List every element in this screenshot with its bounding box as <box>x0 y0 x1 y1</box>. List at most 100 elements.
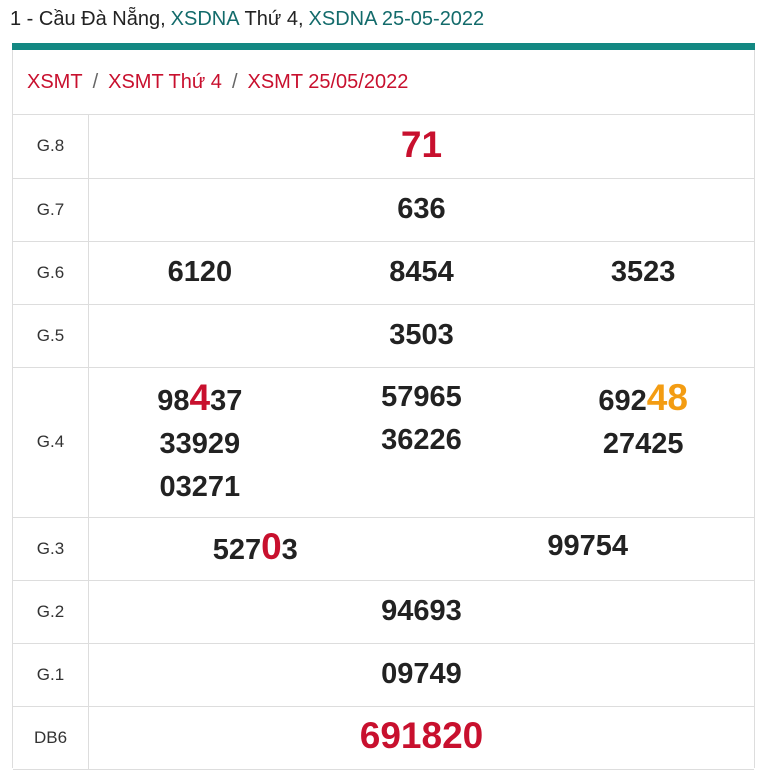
prize-row: G.8 71 <box>13 115 754 179</box>
number-cell: 3523 <box>532 251 754 294</box>
lottery-number: 3523 <box>532 251 754 294</box>
number-cell: 71 <box>89 123 754 170</box>
results-table: G.8 71 G.7 636 G.6 6120 8454 3523 G.5 3503 G.4 9843… <box>13 115 754 770</box>
breadcrumb-separator: / <box>92 70 99 93</box>
breadcrumb: XSMT / XSMT Thứ 4 / XSMT 25/05/2022 <box>13 50 754 115</box>
number-cells: 52703 99754 <box>89 525 754 572</box>
prize-numbers: 94693 <box>88 580 754 644</box>
prize-label: DB6 <box>13 706 89 770</box>
prize-row: G.7 636 <box>13 178 754 242</box>
breadcrumb-link[interactable]: XSMT Thứ 4 <box>108 70 222 93</box>
number-cell: 99754 <box>422 525 755 572</box>
prize-label: G.8 <box>13 115 89 179</box>
digits: 3523 <box>610 256 676 288</box>
prize-numbers: 71 <box>88 115 754 179</box>
lottery-number: 52703 <box>89 525 422 572</box>
lottery-number: 6120 <box>89 251 311 294</box>
lottery-number: 71 <box>89 123 754 170</box>
number-cells: 98437 33929 03271 57965 36226 69248 27425 <box>89 376 754 509</box>
breadcrumb-link[interactable]: XSMT 25/05/2022 <box>247 70 409 93</box>
breadcrumb-link[interactable]: XSMT <box>27 70 83 93</box>
prize-row: G.6 6120 8454 3523 <box>13 241 754 305</box>
lottery-number: 57965 <box>311 376 533 419</box>
digits: 94693 <box>381 595 462 627</box>
prize-label: G.2 <box>13 580 89 644</box>
prize-label: G.3 <box>13 517 89 581</box>
digits: 527 <box>212 534 262 566</box>
digits: 27425 <box>602 427 684 460</box>
number-cells: 691820 <box>89 714 754 761</box>
title-text: Thứ 4, <box>244 8 304 30</box>
number-cells: 6120 8454 3523 <box>89 251 754 294</box>
prize-numbers: 636 <box>88 178 754 242</box>
digits: 3503 <box>389 319 454 351</box>
results-box: XSMT / XSMT Thứ 4 / XSMT 25/05/2022 G.8 71 G.7… <box>12 50 755 770</box>
prize-label: G.6 <box>13 241 89 305</box>
number-cell: 636 <box>89 188 754 231</box>
prize-numbers: 3503 <box>88 304 754 368</box>
number-cell: 8454 <box>311 251 533 294</box>
digits: 3 <box>281 534 298 566</box>
number-cell: 691820 <box>89 714 754 761</box>
lottery-number: 94693 <box>89 590 754 633</box>
lottery-number: 27425 <box>532 423 754 466</box>
digits: 36226 <box>381 423 462 456</box>
number-cells: 71 <box>89 123 754 170</box>
number-cells: 09749 <box>89 653 754 696</box>
prize-label: G.4 <box>13 367 89 518</box>
title-link[interactable]: XSDNA 25-05-2022 <box>308 8 485 30</box>
prize-numbers: 09749 <box>88 643 754 707</box>
digits: 692 <box>598 384 647 417</box>
number-cells: 3503 <box>89 314 754 357</box>
highlight-digits: 691820 <box>359 715 484 756</box>
prize-numbers: 691820 <box>88 706 754 770</box>
prize-row: G.5 3503 <box>13 304 754 368</box>
lottery-number: 09749 <box>89 653 754 696</box>
prize-numbers: 52703 99754 <box>88 517 754 581</box>
digits: 37 <box>210 384 243 417</box>
prize-row: G.3 52703 99754 <box>13 517 754 581</box>
lottery-number: 636 <box>89 188 754 231</box>
number-cell: 98437 33929 03271 <box>89 376 311 509</box>
title-text: 1 - Cầu Đà Nẵng, <box>10 8 166 30</box>
highlight-digits: 71 <box>400 123 443 165</box>
lottery-number: 99754 <box>422 525 755 568</box>
digits: 03271 <box>159 470 241 503</box>
highlight-digits: 4 <box>189 376 211 418</box>
prize-label: G.7 <box>13 178 89 242</box>
prize-label: G.5 <box>13 304 89 368</box>
number-cell: 57965 36226 <box>311 376 533 509</box>
title-link[interactable]: XSDNA <box>170 8 240 30</box>
number-cell: 52703 <box>89 525 422 572</box>
lottery-number: 03271 <box>89 466 311 509</box>
number-cell: 69248 27425 <box>532 376 754 509</box>
digits: 98 <box>157 384 190 417</box>
page-title: 1 - Cầu Đà Nẵng, XSDNA Thứ 4, XSDNA 25-05-2… <box>10 6 489 32</box>
lottery-number: 98437 <box>89 376 311 423</box>
prize-label: G.1 <box>13 643 89 707</box>
prize-numbers: 6120 8454 3523 <box>88 241 754 305</box>
title-bar <box>12 43 755 50</box>
lottery-number: 691820 <box>89 714 754 761</box>
lottery-number: 3503 <box>89 314 754 357</box>
number-cell: 6120 <box>89 251 311 294</box>
digits: 636 <box>397 193 446 225</box>
highlight-digits: 0 <box>261 526 282 567</box>
number-cell: 94693 <box>89 590 754 633</box>
number-cell: 09749 <box>89 653 754 696</box>
digits: 57965 <box>381 380 462 413</box>
digits: 8454 <box>389 256 454 288</box>
lottery-number: 8454 <box>311 251 533 294</box>
prize-row: DB6 691820 <box>13 706 754 770</box>
digits: 09749 <box>381 658 462 690</box>
lottery-number: 69248 <box>532 376 754 423</box>
prize-row: G.2 94693 <box>13 580 754 644</box>
digits: 33929 <box>159 427 241 460</box>
prize-row: G.4 98437 33929 03271 57965 36226 69248 27425 <box>13 367 754 518</box>
lottery-number: 33929 <box>89 423 311 466</box>
digits: 99754 <box>547 530 629 562</box>
digits: 6120 <box>167 256 233 288</box>
breadcrumb-separator: / <box>231 70 238 93</box>
prize-row: G.1 09749 <box>13 643 754 707</box>
